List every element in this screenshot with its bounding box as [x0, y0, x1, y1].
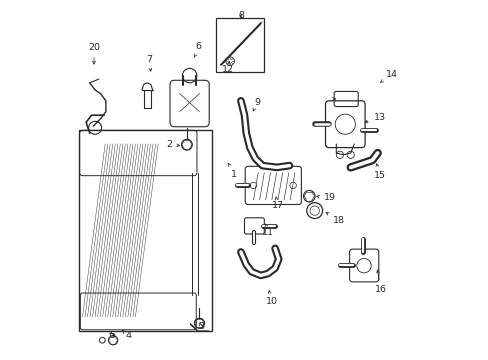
Text: 16: 16 — [374, 270, 386, 294]
Bar — [215, 18, 264, 72]
Text: 10: 10 — [265, 291, 277, 306]
Text: 14: 14 — [380, 70, 397, 82]
Text: 9: 9 — [253, 98, 260, 111]
Text: 6: 6 — [194, 42, 201, 57]
Text: 4: 4 — [122, 330, 131, 340]
Text: 8: 8 — [238, 10, 244, 19]
Text: 19: 19 — [316, 194, 335, 202]
Text: 2: 2 — [165, 140, 179, 149]
Text: 18: 18 — [325, 212, 344, 225]
Text: 13: 13 — [364, 113, 385, 123]
Text: 12: 12 — [222, 62, 234, 74]
Text: 11: 11 — [262, 224, 273, 237]
Text: 15: 15 — [373, 164, 385, 180]
Text: 3: 3 — [198, 323, 204, 331]
Text: 1: 1 — [228, 163, 237, 179]
Text: 20: 20 — [88, 43, 100, 64]
Text: 7: 7 — [146, 55, 152, 71]
Bar — [79, 130, 212, 331]
Text: 17: 17 — [271, 197, 283, 210]
Text: 5: 5 — [109, 331, 115, 340]
